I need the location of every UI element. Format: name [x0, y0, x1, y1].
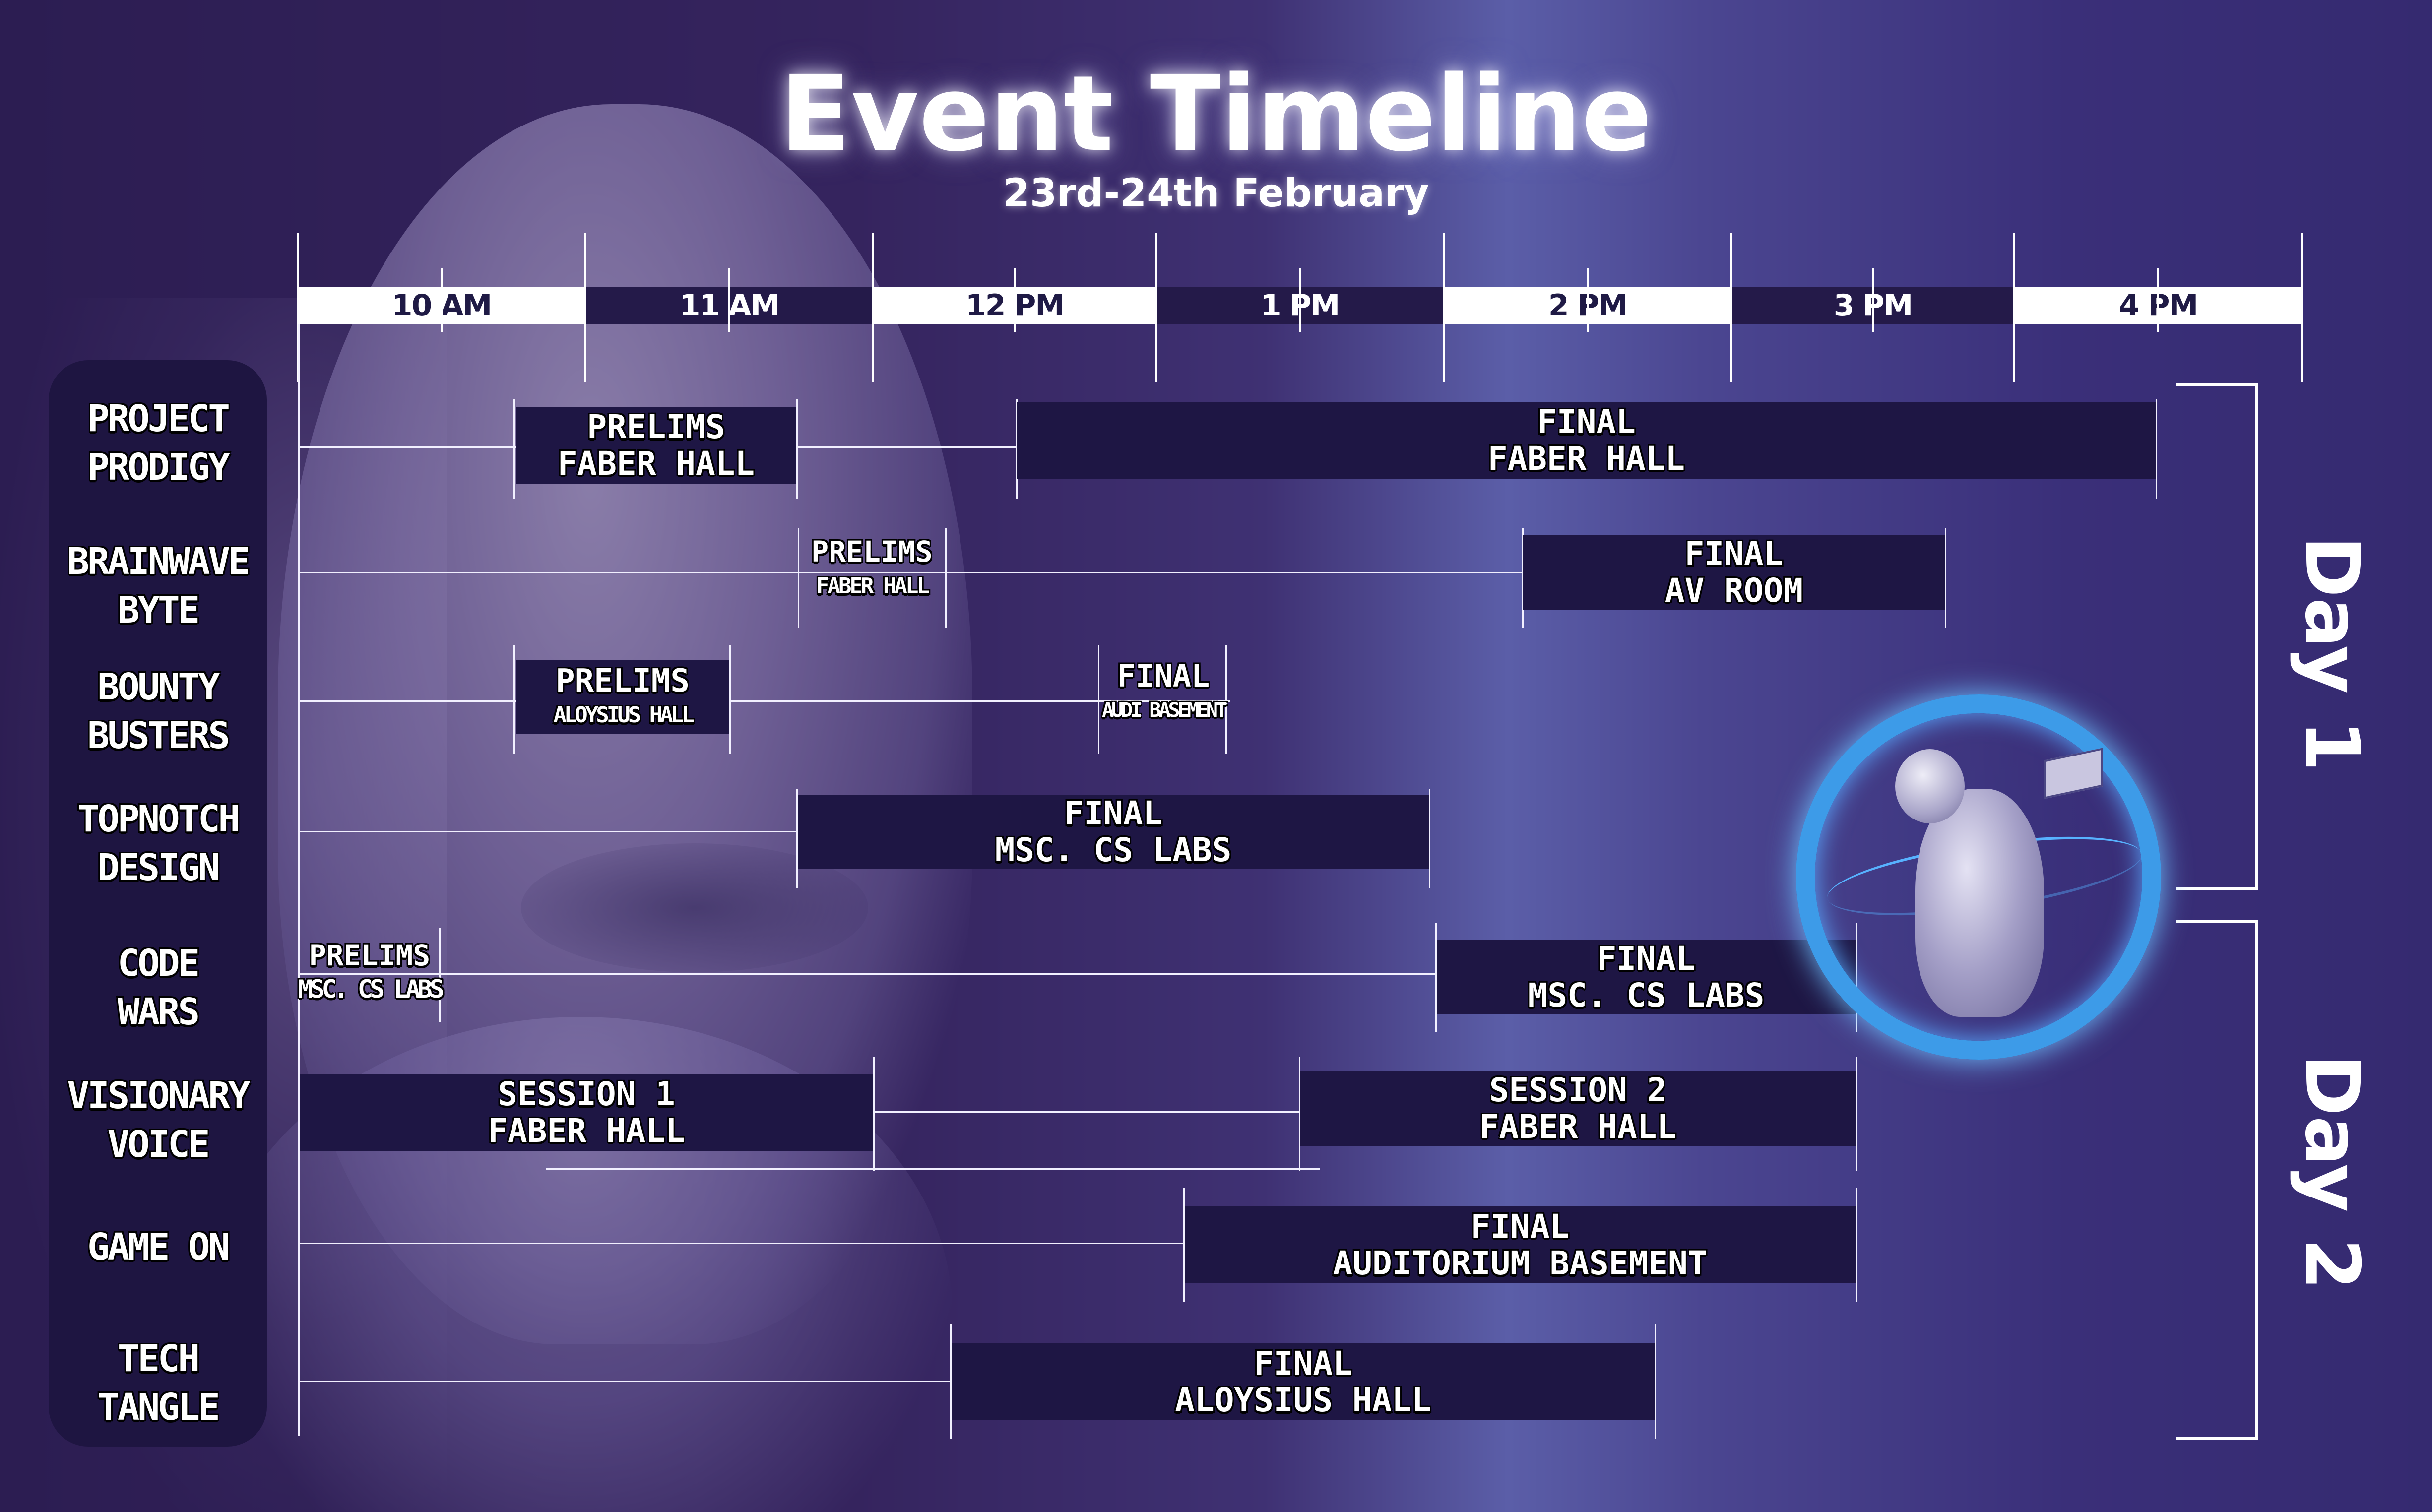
minor-tick	[1014, 268, 1016, 332]
session-marker	[798, 528, 799, 628]
session-marker	[1655, 1324, 1656, 1439]
minor-tick	[728, 268, 730, 332]
major-tick	[872, 233, 874, 382]
page-subtitle: 23rd-24th February	[1003, 171, 1429, 216]
event-sidebar	[49, 360, 267, 1447]
session-prelims-faber-hall: PRELIMS FABER HALL	[811, 535, 933, 599]
session-final-faber-hall: FINAL FABER HALL	[1017, 402, 2156, 479]
event-label-topnotch-design: TOPNOTCH DESIGN	[77, 798, 240, 889]
session-final-audi-basement: FINAL AUDI BASEMENT	[1101, 658, 1227, 722]
minor-tick	[441, 268, 443, 332]
event-label-project-prodigy: PROJECT PRODIGY	[87, 397, 230, 489]
session-final-aloysius-hall: FINAL ALOYSIUS HALL	[952, 1343, 1655, 1420]
session-marker	[1945, 528, 1946, 628]
event-label-brainwave-byte: BRAINWAVE BYTE	[67, 540, 251, 631]
session-prelims-msc-cs-labs: PRELIMS MSC. CS LABS	[298, 939, 444, 1004]
session-2-faber-hall: SESSION 2 FABER HALL	[1300, 1071, 1856, 1146]
session-marker	[2156, 399, 2157, 499]
sitting-robot-body	[1915, 789, 2044, 1017]
event-label-game-on: GAME ON	[87, 1226, 230, 1268]
event-label-bounty-busters: BOUNTY BUSTERS	[87, 666, 230, 757]
session-marker	[1429, 789, 1430, 888]
session-marker	[950, 1324, 952, 1439]
major-tick	[297, 233, 299, 382]
row-connector	[298, 700, 1230, 702]
row-connector	[298, 1381, 953, 1382]
session-marker	[513, 399, 515, 499]
session-marker	[513, 645, 515, 754]
minor-tick	[2157, 268, 2159, 332]
minor-tick	[1872, 268, 1874, 332]
event-label-tech-tangle: TECH TANGLE	[97, 1337, 220, 1429]
session-marker	[796, 399, 798, 499]
row-connector	[873, 1111, 1300, 1113]
minor-tick	[1587, 268, 1589, 332]
major-tick	[1155, 233, 1157, 382]
session-marker	[729, 645, 731, 754]
page-title: Event Timeline	[779, 53, 1653, 175]
row-connector	[298, 572, 1523, 573]
session-marker	[1856, 1057, 1857, 1171]
row-connector	[298, 973, 1436, 975]
session-marker	[1183, 1188, 1185, 1302]
major-tick	[584, 233, 586, 382]
row-connector	[546, 1168, 1320, 1170]
session-marker	[1098, 645, 1099, 754]
event-label-visionary-voice: VISIONARY VOICE	[67, 1074, 251, 1166]
session-final-auditorium-basement: FINAL AUDITORIUM BASEMENT	[1185, 1206, 1856, 1283]
event-label-code-wars: CODE WARS	[117, 942, 200, 1033]
major-tick	[2301, 233, 2303, 382]
session-final-msc-cs-labs: FINAL MSC. CS LABS	[798, 795, 1429, 869]
session-marker	[1856, 1188, 1857, 1302]
major-tick	[1443, 233, 1445, 382]
session-marker	[1016, 399, 1018, 499]
session-marker	[1522, 528, 1524, 628]
session-final-msc-cs-labs: FINAL MSC. CS LABS	[1437, 940, 1856, 1014]
session-marker	[796, 789, 798, 888]
major-tick	[1730, 233, 1732, 382]
session-marker	[873, 1057, 875, 1171]
day-2-label: Day 2	[2289, 1054, 2375, 1290]
session-marker	[1435, 923, 1437, 1032]
session-marker	[439, 928, 441, 1022]
row-connector	[298, 1243, 1186, 1244]
session-marker	[1225, 645, 1227, 754]
day-2-bracket	[2176, 920, 2258, 1440]
session-final-av-room: FINAL AV ROOM	[1523, 535, 1945, 610]
sitting-robot-head	[1895, 749, 1965, 823]
session-prelims-faber-hall: PRELIMS FABER HALL	[516, 407, 796, 484]
day-1-bracket	[2176, 383, 2258, 890]
day-1-label: Day 1	[2289, 536, 2375, 772]
row-connector	[298, 831, 799, 832]
session-1-faber-hall: SESSION 1 FABER HALL	[300, 1074, 873, 1151]
major-tick	[2013, 233, 2015, 382]
timeline-axis	[298, 324, 300, 1436]
session-prelims-aloysius-hall: PRELIMS ALOYSIUS HALL	[516, 660, 729, 734]
session-marker	[1299, 1057, 1300, 1171]
minor-tick	[1299, 268, 1301, 332]
session-marker	[945, 528, 947, 628]
